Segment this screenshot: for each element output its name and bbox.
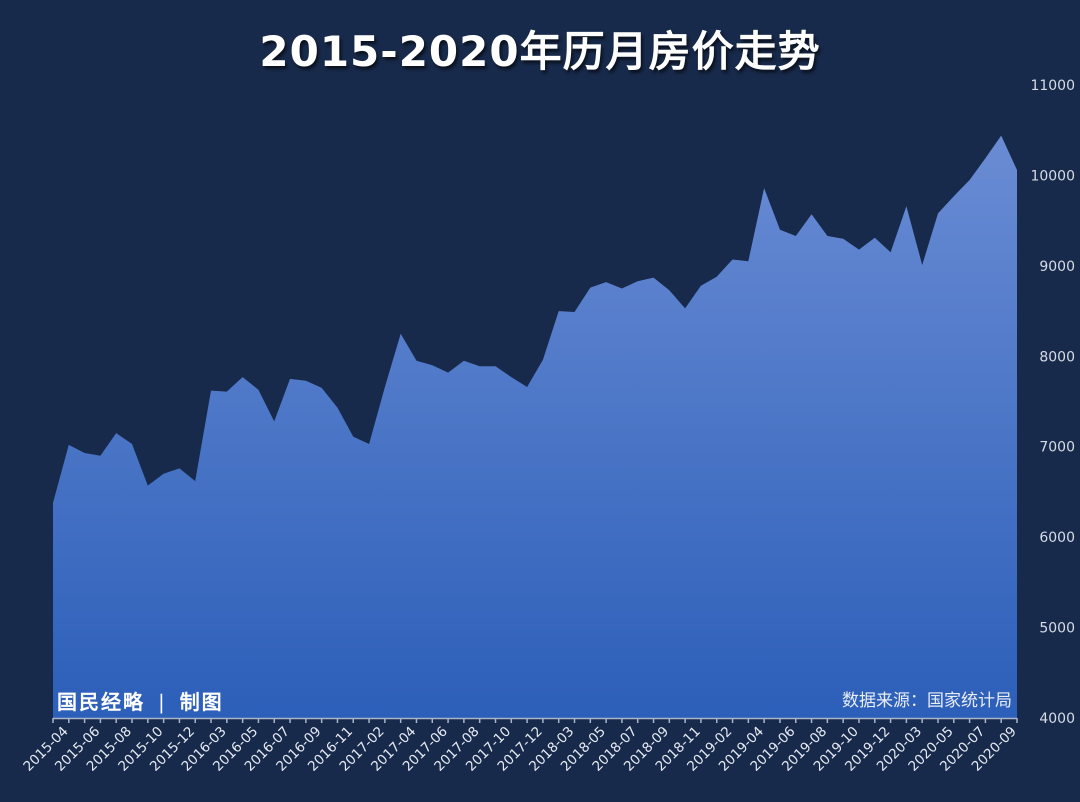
data-source: 数据来源：国家统计局 (842, 691, 1012, 711)
y-tick-label: 8000 (1039, 349, 1075, 365)
y-tick-label: 5000 (1039, 621, 1075, 637)
credit-suffix: 制图 (179, 690, 224, 714)
credit-org: 国民经略 (57, 690, 145, 714)
y-tick-label: 11000 (1030, 78, 1075, 94)
y-tick-label: 9000 (1039, 259, 1075, 275)
chart-title: 2015-2020年历月房价走势 (259, 27, 821, 76)
y-tick-label: 10000 (1030, 168, 1075, 184)
credit-separator: | (157, 690, 167, 714)
y-tick-label: 7000 (1039, 440, 1075, 456)
y-tick-label: 4000 (1039, 711, 1075, 727)
credit-watermark: 国民经略 | 制图 (57, 686, 224, 715)
area-series (53, 135, 1017, 719)
y-tick-label: 6000 (1039, 530, 1075, 546)
